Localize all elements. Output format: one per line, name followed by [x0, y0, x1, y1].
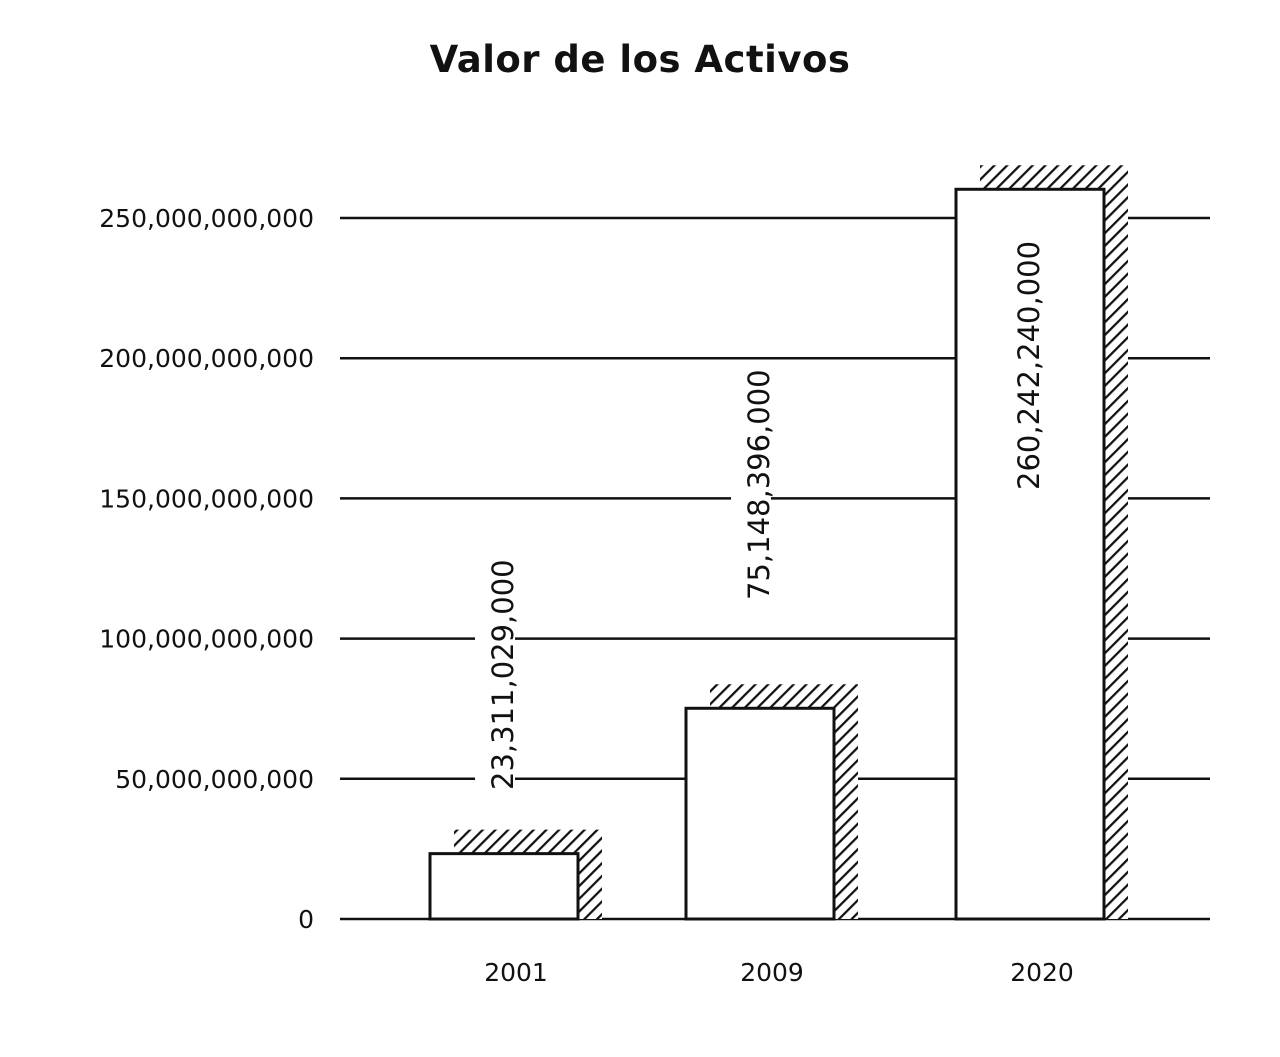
chart-title: Valor de los Activos — [429, 38, 851, 81]
value-label-background — [1001, 234, 1041, 496]
value-label-background — [731, 363, 771, 606]
value-label: 75,148,396,000 — [742, 369, 776, 600]
value-label-group: 260,242,240,000 — [1001, 234, 1046, 496]
value-labels: 23,311,029,000 75,148,396,000 260,242,240,… — [475, 234, 1046, 796]
value-label-group: 23,311,029,000 — [475, 553, 520, 796]
x-axis-tick-labels: 2001 2009 2020 — [484, 958, 1074, 987]
y-tick-label: 50,000,000,000 — [115, 765, 314, 794]
y-tick-label: 250,000,000,000 — [99, 204, 314, 233]
bar-shadow — [454, 829, 602, 919]
x-tick-label: 2020 — [1010, 958, 1074, 987]
bar-shadow — [980, 165, 1128, 919]
value-label-background — [475, 553, 515, 796]
y-axis-tick-labels: 0 50,000,000,000 100,000,000,000 150,000,00… — [99, 204, 314, 934]
y-tick-label: 0 — [298, 905, 314, 934]
x-tick-label: 2001 — [484, 958, 548, 987]
bar-2009 — [684, 706, 836, 921]
y-tick-label: 150,000,000,000 — [99, 484, 314, 513]
bar-2001 — [428, 852, 580, 921]
y-tick-label: 200,000,000,000 — [99, 344, 314, 373]
value-label-group: 75,148,396,000 — [731, 363, 776, 606]
value-label: 23,311,029,000 — [486, 559, 520, 790]
y-tick-label: 100,000,000,000 — [99, 625, 314, 654]
x-tick-label: 2009 — [740, 958, 804, 987]
value-label: 260,242,240,000 — [1012, 241, 1046, 490]
